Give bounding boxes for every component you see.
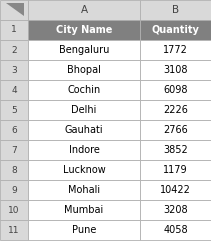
Text: 2766: 2766: [163, 125, 188, 135]
Bar: [140, 180, 211, 200]
Text: City Name: City Name: [56, 25, 112, 35]
Text: B: B: [172, 5, 179, 15]
Bar: [140, 220, 211, 240]
Text: Cochin: Cochin: [67, 85, 101, 95]
Text: Pune: Pune: [72, 225, 96, 235]
Bar: [140, 100, 211, 120]
Bar: [28, 160, 140, 180]
Text: Quantity: Quantity: [151, 25, 199, 35]
Text: Bhopal: Bhopal: [67, 65, 101, 75]
Text: 4058: 4058: [163, 225, 188, 235]
Text: Lucknow: Lucknow: [63, 165, 105, 175]
Bar: [28, 0, 140, 20]
Text: 6: 6: [11, 125, 17, 134]
Bar: [0, 40, 28, 60]
Bar: [0, 80, 28, 100]
Text: 1: 1: [11, 26, 17, 35]
Bar: [28, 140, 140, 160]
Text: Mumbai: Mumbai: [64, 205, 104, 215]
Text: Indore: Indore: [69, 145, 99, 155]
Polygon shape: [6, 3, 24, 16]
Text: 3: 3: [11, 66, 17, 75]
Bar: [0, 220, 28, 240]
Text: 6098: 6098: [163, 85, 188, 95]
Bar: [0, 140, 28, 160]
Bar: [0, 160, 28, 180]
Bar: [0, 0, 28, 20]
Bar: [140, 80, 211, 100]
Text: 3208: 3208: [163, 205, 188, 215]
Text: 7: 7: [11, 146, 17, 155]
Bar: [0, 200, 28, 220]
Bar: [0, 120, 28, 140]
Bar: [140, 20, 211, 40]
Bar: [0, 20, 28, 40]
Bar: [0, 180, 28, 200]
Text: 5: 5: [11, 105, 17, 114]
Bar: [28, 200, 140, 220]
Text: Mohali: Mohali: [68, 185, 100, 195]
Text: 2: 2: [11, 45, 17, 54]
Text: 11: 11: [8, 226, 20, 234]
Bar: [140, 140, 211, 160]
Bar: [0, 60, 28, 80]
Text: Bengaluru: Bengaluru: [59, 45, 109, 55]
Bar: [28, 40, 140, 60]
Text: 2226: 2226: [163, 105, 188, 115]
Bar: [28, 220, 140, 240]
Text: 1179: 1179: [163, 165, 188, 175]
Bar: [140, 120, 211, 140]
Text: 10422: 10422: [160, 185, 191, 195]
Text: 3852: 3852: [163, 145, 188, 155]
Text: 3108: 3108: [163, 65, 188, 75]
Text: Gauhati: Gauhati: [65, 125, 103, 135]
Bar: [28, 100, 140, 120]
Bar: [28, 120, 140, 140]
Text: Delhi: Delhi: [71, 105, 97, 115]
Bar: [140, 200, 211, 220]
Bar: [0, 100, 28, 120]
Text: 4: 4: [11, 86, 17, 95]
Text: A: A: [80, 5, 88, 15]
Text: 1772: 1772: [163, 45, 188, 55]
Bar: [28, 180, 140, 200]
Bar: [28, 20, 140, 40]
Bar: [140, 40, 211, 60]
Bar: [140, 160, 211, 180]
Text: 9: 9: [11, 185, 17, 194]
Bar: [140, 60, 211, 80]
Bar: [28, 60, 140, 80]
Bar: [140, 0, 211, 20]
Text: 8: 8: [11, 165, 17, 174]
Bar: [28, 80, 140, 100]
Text: 10: 10: [8, 206, 20, 215]
